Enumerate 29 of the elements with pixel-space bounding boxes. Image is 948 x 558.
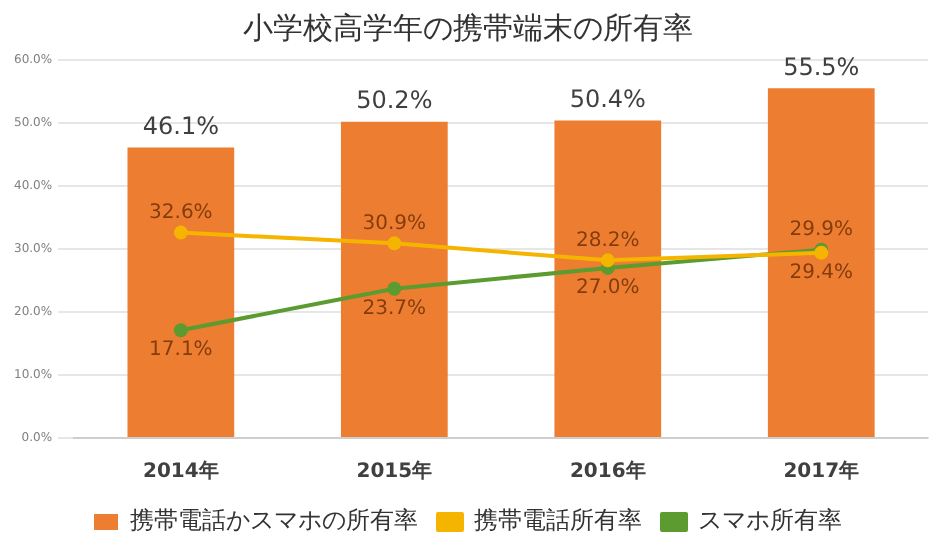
bar bbox=[127, 147, 235, 437]
data-label: 55.5% bbox=[783, 52, 860, 81]
legend-label: 携帯電話かスマホの所有率 bbox=[130, 506, 418, 535]
data-label: 29.4% bbox=[789, 261, 854, 284]
data-label: 29.9% bbox=[789, 218, 854, 241]
chart-title: 小学校高学年の携帯端末の所有率 bbox=[243, 9, 693, 46]
x-tick-label: 2015年 bbox=[356, 459, 433, 484]
data-label: 23.7% bbox=[362, 297, 427, 320]
point bbox=[173, 225, 188, 240]
legend-label: スマホ所有率 bbox=[698, 506, 842, 535]
point bbox=[600, 253, 615, 268]
point bbox=[387, 236, 402, 251]
data-label: 27.0% bbox=[576, 277, 640, 300]
point bbox=[387, 281, 402, 296]
legend-label: 携帯電話所有率 bbox=[474, 506, 642, 535]
data-label: 50.2% bbox=[356, 85, 433, 114]
data-label: 28.2% bbox=[576, 229, 640, 252]
x-tick-label: 2017年 bbox=[783, 459, 860, 484]
data-label: 46.1% bbox=[142, 111, 219, 140]
bar bbox=[767, 88, 875, 437]
data-label: 50.4% bbox=[569, 84, 646, 113]
point bbox=[173, 323, 188, 338]
x-tick-label: 2016年 bbox=[569, 459, 646, 484]
bar bbox=[554, 120, 662, 437]
data-label: 32.6% bbox=[149, 201, 213, 224]
x-tick-label: 2014年 bbox=[143, 459, 219, 484]
bar bbox=[340, 121, 448, 437]
data-label: 17.1% bbox=[149, 339, 213, 362]
data-label: 30.9% bbox=[362, 212, 427, 235]
